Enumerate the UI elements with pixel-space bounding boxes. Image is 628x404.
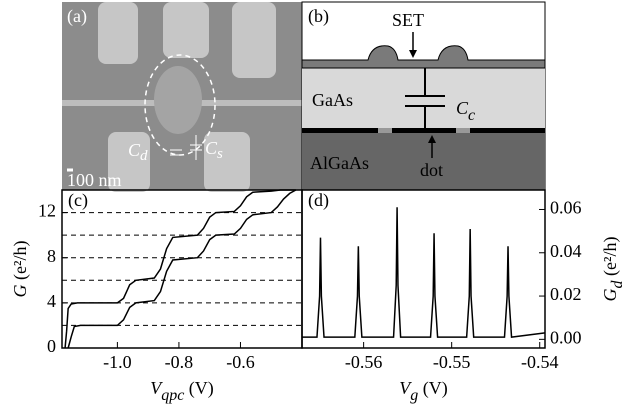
layer-label: dot [420,160,443,180]
data-line [302,207,545,337]
y-tick-label: 0 [47,336,56,356]
axis-label: G (e²/h) [10,241,31,298]
axis-subscript: g [410,387,418,404]
layer-label: AlGaAs [310,153,369,173]
x-tick-label: -0.55 [433,352,471,372]
y-tick-label: 4 [47,291,56,311]
x-tick-label: -0.54 [521,352,559,372]
y-tick-label: 0.02 [550,284,582,304]
axis-unit: (e²/h) [600,237,621,281]
scale-bar-label: 100 nm [67,170,122,190]
axis-unit: (V) [184,378,214,399]
panel-label: (d) [308,190,329,211]
figure: (a) 100 nm Cd Cs (b) SET GaAs AlGaAs dot… [0,0,628,404]
x-tick-label: -0.6 [226,352,255,372]
cap-subscript: c [468,107,475,124]
layer-label: GaAs [312,90,353,110]
x-tick-label: -1.0 [103,352,132,372]
cap-subscript: d [140,148,148,164]
x-tick-label: -0.56 [345,352,383,372]
axis-label: Gd (e²/h) [600,237,626,302]
panel-label: (a) [67,6,87,27]
y-tick-label: 0.06 [550,198,582,218]
axis-symbol: G [10,284,30,297]
y-tick-label: 0.00 [550,327,582,347]
y-tick-label: 8 [47,246,56,266]
axis-unit: (V) [418,378,448,399]
y-tick-label: 0.04 [550,241,582,261]
panel-label: (c) [68,190,88,211]
axis-label: Vqpc (V) [150,378,214,404]
cap-subscript: s [217,146,223,162]
y-tick-label: 12 [38,201,56,221]
layer-label: SET [392,10,424,30]
panel-label: (b) [308,6,329,27]
axis-symbol: G [600,288,620,301]
x-tick-label: -0.8 [165,352,194,372]
sem-image [62,2,302,192]
axis-subscript: qpc [161,387,184,404]
axis-unit: (e²/h) [10,241,31,285]
data-line [68,190,296,348]
axis-label: Vg (V) [399,378,448,404]
